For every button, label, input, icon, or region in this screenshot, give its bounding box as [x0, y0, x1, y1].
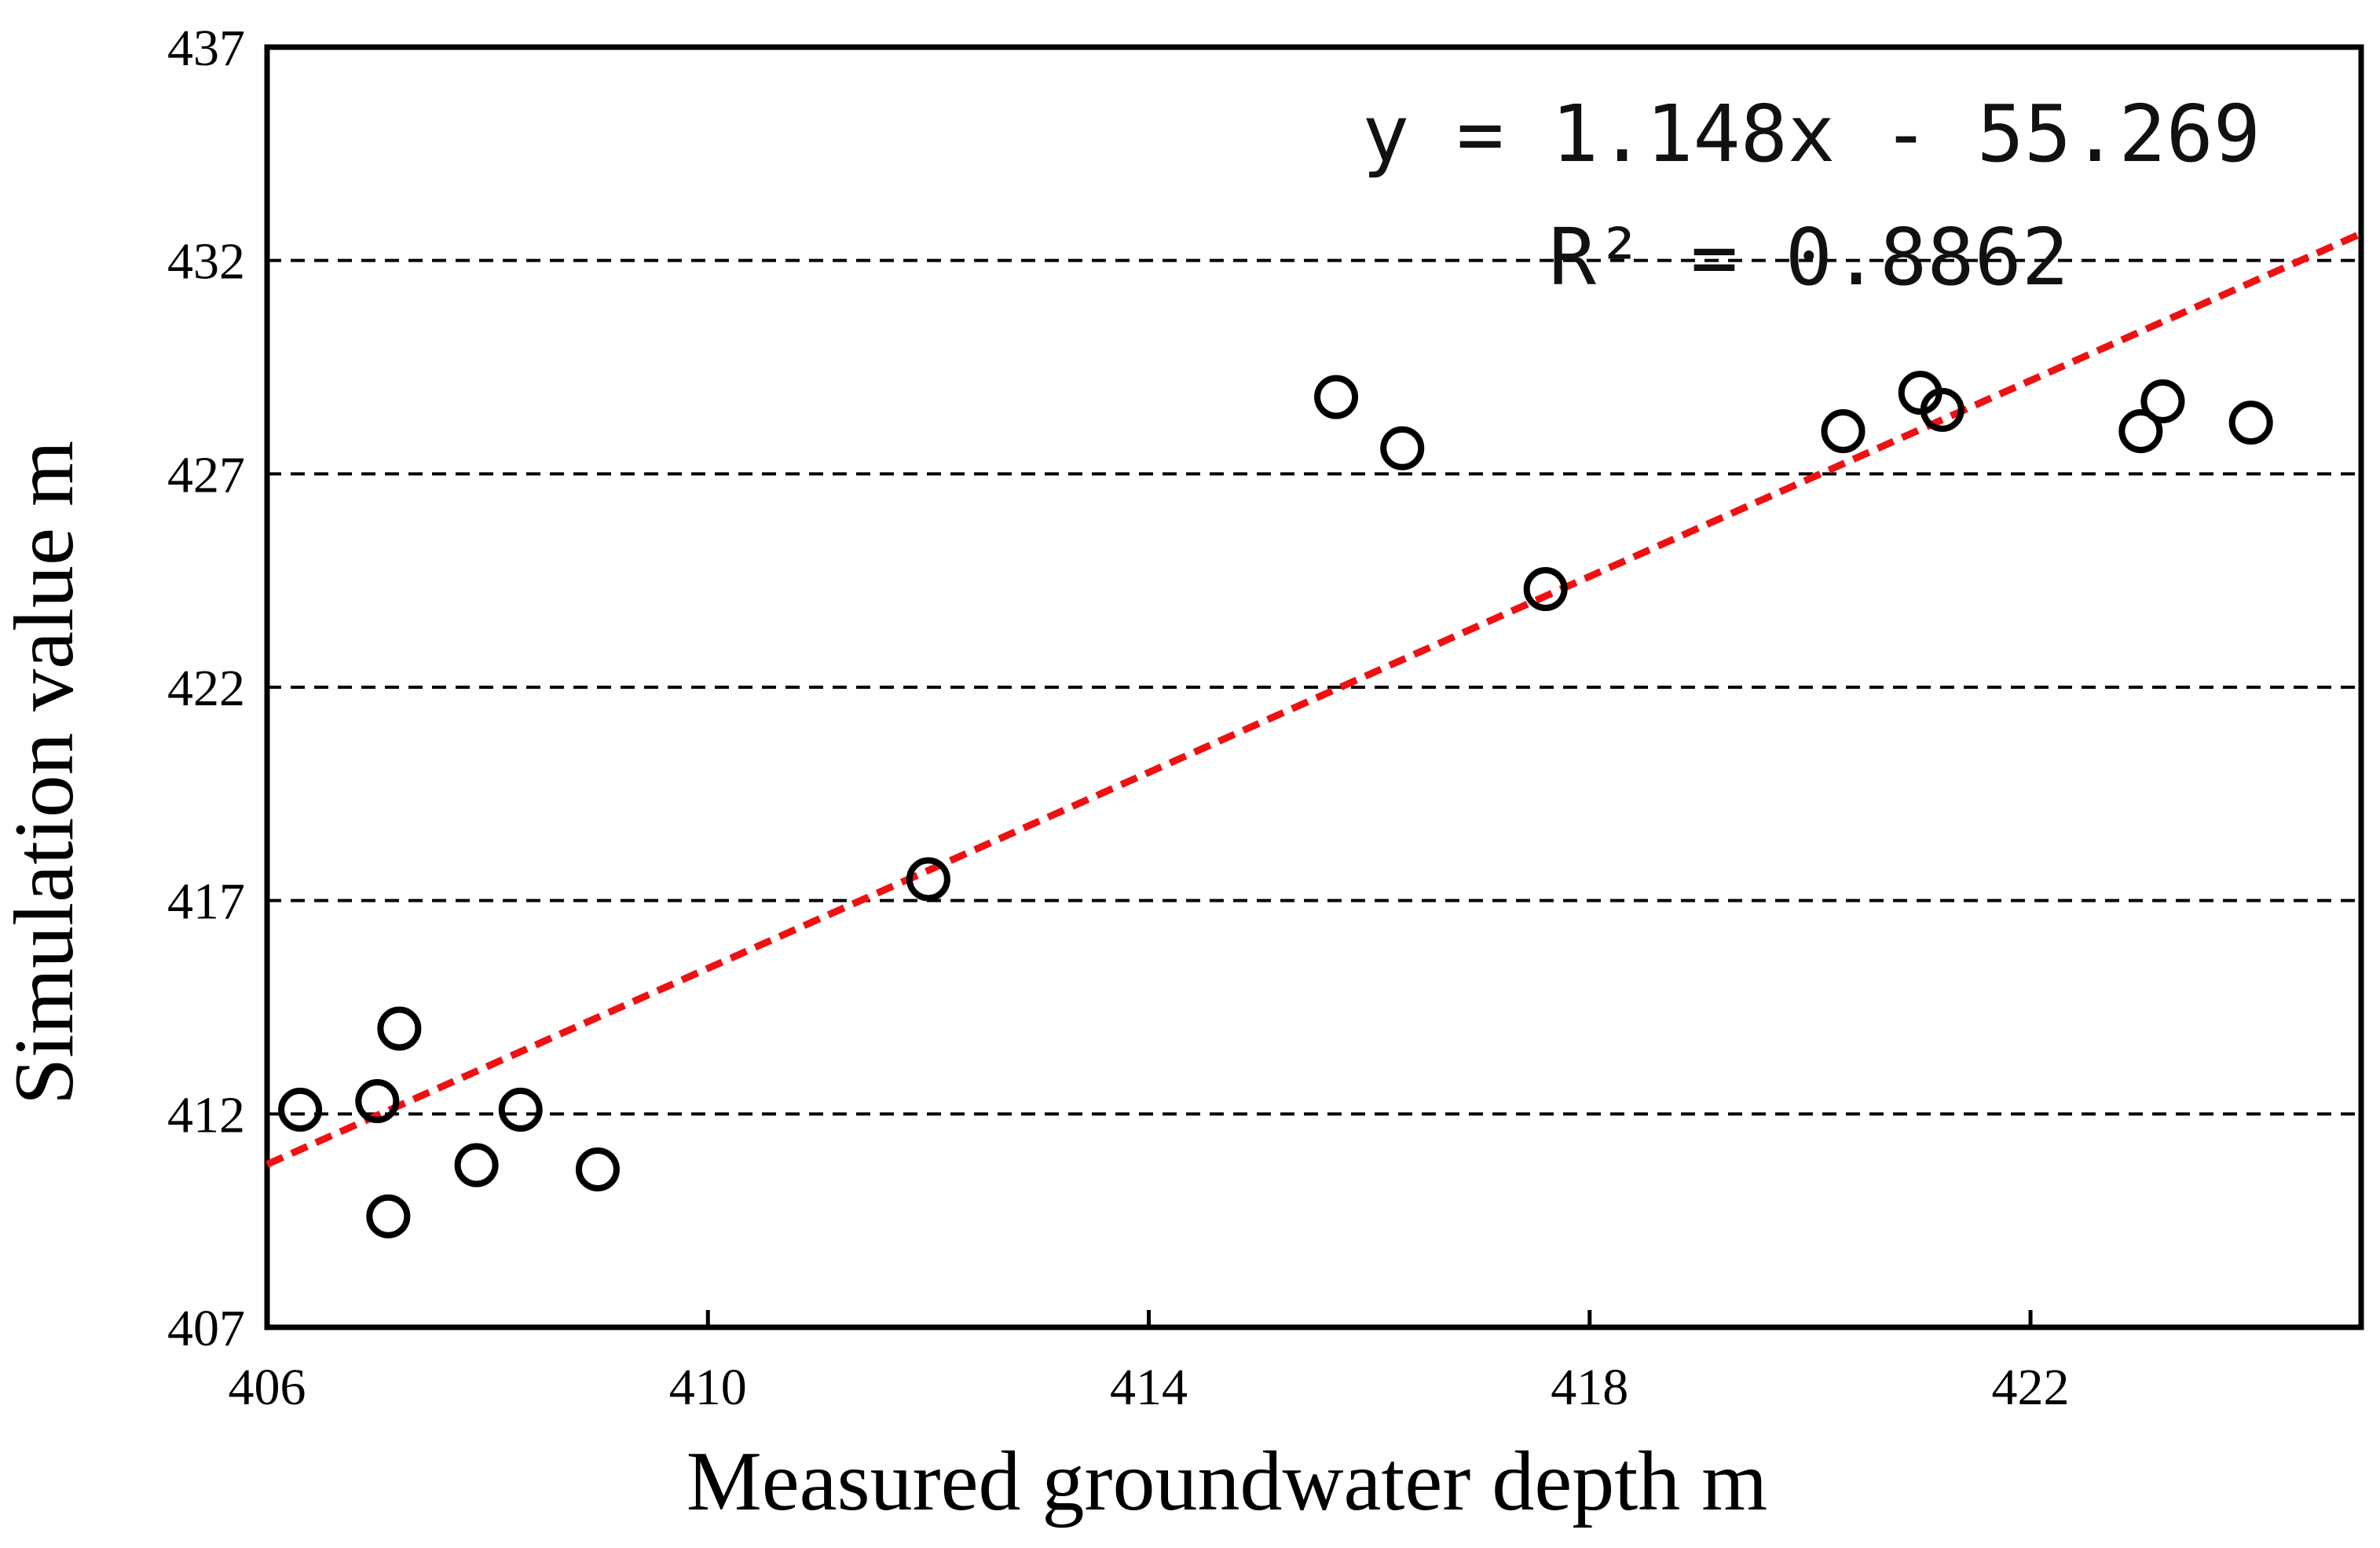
- data-points: [278, 371, 2273, 1239]
- data-point-15: [2118, 409, 2163, 453]
- data-point-11: [1523, 567, 1568, 612]
- x-axis-ticks: 406 410 414 418 422: [229, 1310, 2070, 1416]
- data-point-16: [2140, 379, 2185, 423]
- data-point-8: [906, 857, 950, 902]
- data-point-12: [1821, 409, 1866, 453]
- y-tick-label-437: 437: [167, 20, 245, 77]
- y-tick-label-412: 412: [167, 1086, 245, 1144]
- y-tick-label-422: 422: [167, 660, 245, 717]
- data-point-14: [1920, 387, 1964, 432]
- grid-lines: [267, 258, 2361, 1116]
- trendline: [265, 230, 2363, 1168]
- plot-frame: [264, 44, 2364, 1330]
- data-point-6: [498, 1087, 543, 1132]
- x-axis-title: Measured groundwater depth m: [687, 1435, 1768, 1528]
- y-axis-title: Simulation value m: [0, 441, 91, 1105]
- data-point-9: [1314, 375, 1359, 419]
- x-tick-label-406: 406: [229, 1359, 306, 1416]
- trendline-equation: y = 1.148x - 55.269: [1362, 88, 2261, 180]
- plot-border: [264, 44, 2364, 1330]
- data-point-17: [2228, 401, 2273, 445]
- y-tick-label-427: 427: [167, 446, 245, 503]
- data-point-4: [377, 1006, 422, 1051]
- trendline-r2: R² = 0.8862: [1549, 211, 2069, 303]
- data-point-7: [575, 1147, 620, 1191]
- data-point-3: [366, 1194, 411, 1239]
- y-tick-label-407: 407: [167, 1300, 245, 1357]
- data-point-10: [1380, 426, 1425, 470]
- y-axis-ticks: 407 412 417 422 427 432 437: [167, 20, 245, 1357]
- x-tick-label-422: 422: [1992, 1359, 2070, 1416]
- data-point-5: [454, 1143, 499, 1188]
- y-tick-label-417: 417: [167, 873, 245, 931]
- x-tick-label-414: 414: [1110, 1359, 1188, 1416]
- trendline-group: [265, 230, 2363, 1168]
- data-point-2: [355, 1079, 400, 1124]
- x-tick-label-410: 410: [669, 1359, 747, 1416]
- x-tick-label-418: 418: [1551, 1359, 1628, 1416]
- y-tick-label-432: 432: [167, 233, 245, 291]
- data-point-1: [278, 1087, 323, 1132]
